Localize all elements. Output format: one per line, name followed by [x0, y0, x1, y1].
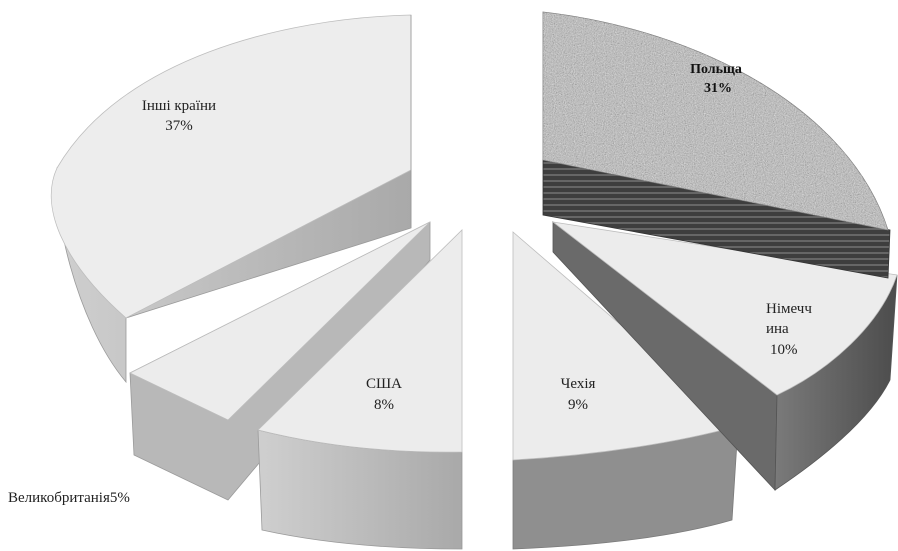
label-germany: Німечч ина 10%: [766, 301, 812, 358]
label-germany-name-line1: Німечч: [766, 301, 812, 317]
slice-uk: [129, 221, 431, 501]
slice-usa-top: [257, 229, 463, 453]
label-usa: США 8%: [366, 376, 402, 413]
slice-germany-top: [552, 221, 898, 396]
label-other-name: Інші країни: [142, 98, 216, 114]
label-czechia-percent: 9%: [568, 397, 588, 413]
label-czechia: Чехія 9%: [561, 376, 596, 413]
slice-uk-top: [129, 221, 431, 421]
slice-czechia: [512, 231, 739, 550]
slice-usa: [257, 229, 463, 550]
slice-germany: [552, 221, 898, 491]
label-czechia-name: Чехія: [561, 376, 596, 392]
slice-poland: [542, 11, 891, 279]
label-germany-name-line2: ина: [766, 321, 789, 337]
slice-poland-top-texture: [543, 12, 888, 230]
label-other: Інші країни 37%: [142, 98, 216, 134]
label-usa-name: США: [366, 376, 402, 392]
label-uk: Великобританія5%: [8, 490, 130, 506]
label-poland-percent: 31%: [704, 81, 732, 96]
label-usa-percent: 8%: [374, 397, 394, 413]
label-poland: Польща 31%: [690, 62, 742, 96]
slice-other: [50, 14, 412, 384]
label-other-percent: 37%: [165, 118, 193, 134]
label-uk-text: Великобританія5%: [8, 490, 130, 506]
label-germany-percent: 10%: [770, 342, 798, 358]
label-poland-name: Польща: [690, 62, 742, 77]
slice-other-top: [50, 14, 412, 319]
